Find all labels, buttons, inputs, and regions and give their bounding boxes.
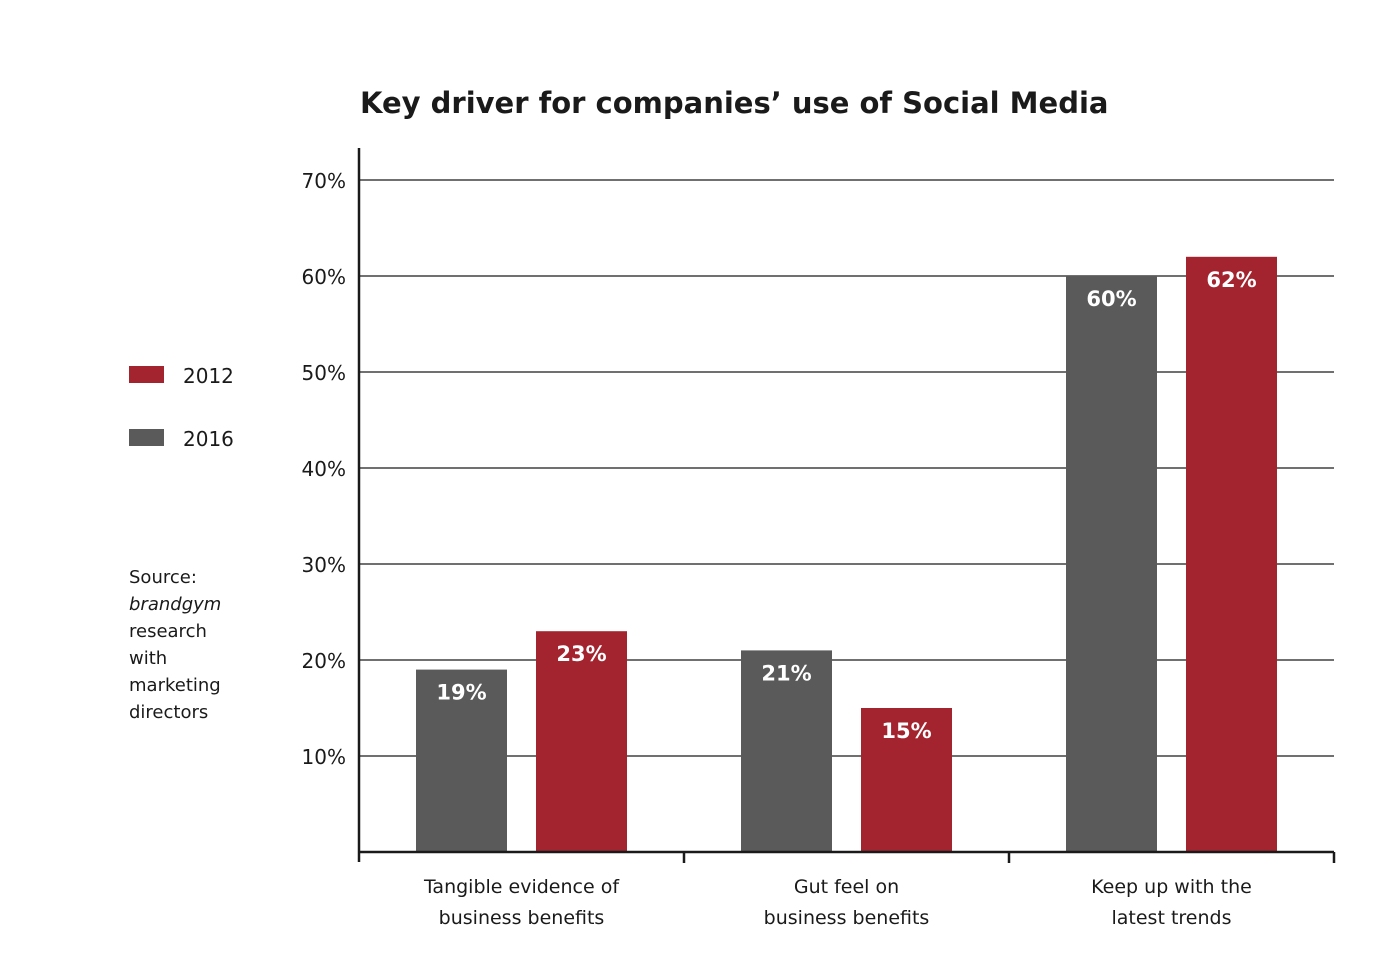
legend-label-2016: 2016	[183, 427, 234, 451]
category-label: business benefits	[439, 907, 605, 929]
source-line: marketing	[129, 675, 221, 696]
source-line: brandgym	[129, 594, 221, 615]
bar-2012	[536, 631, 627, 852]
legend-swatch-2016	[129, 429, 164, 446]
data-label: 23%	[556, 642, 606, 666]
source-note: Source: brandgym research with marketing dire…	[129, 567, 221, 723]
bar-2016	[416, 669, 507, 852]
y-axis-ticks: 10% 20% 30% 40% 50% 60% 70%	[302, 169, 346, 769]
y-tick-label: 50%	[302, 361, 346, 385]
legend-swatch-2012	[129, 366, 164, 383]
bar-2016	[1066, 276, 1157, 852]
gridlines	[359, 179, 1334, 757]
category-label: Tangible evidence of	[423, 876, 620, 898]
y-tick-label: 30%	[302, 553, 346, 577]
bar-2012	[861, 708, 952, 852]
category-label: business benefits	[764, 907, 930, 929]
bar-2012	[1186, 256, 1277, 852]
source-line: research	[129, 621, 207, 642]
y-tick-label: 10%	[302, 745, 346, 769]
bar-2016	[741, 650, 832, 852]
axes	[357, 148, 1336, 863]
data-label: 60%	[1086, 287, 1136, 311]
category-label: Keep up with the	[1091, 876, 1252, 898]
y-tick-label: 60%	[302, 265, 346, 289]
legend: 2012 2016	[129, 364, 234, 451]
source-line: directors	[129, 702, 208, 723]
chart-title: Key driver for companies’ use of Social …	[360, 86, 1108, 120]
y-tick-label: 20%	[302, 649, 346, 673]
legend-label-2012: 2012	[183, 364, 234, 388]
category-label: latest trends	[1112, 907, 1232, 929]
source-line: Source:	[129, 567, 197, 588]
y-tick-label: 40%	[302, 457, 346, 481]
data-label: 62%	[1206, 268, 1256, 292]
data-label: 21%	[761, 661, 811, 685]
data-label: 19%	[436, 681, 486, 705]
bars: 19% 23% 21% 15% 60% 62%	[416, 256, 1277, 852]
y-tick-label: 70%	[302, 169, 346, 193]
source-line: with	[129, 648, 167, 669]
category-label: Gut feel on	[794, 876, 899, 898]
data-label: 15%	[881, 719, 931, 743]
x-axis-categories: Tangible evidence of business benefits Gut…	[423, 876, 1252, 929]
